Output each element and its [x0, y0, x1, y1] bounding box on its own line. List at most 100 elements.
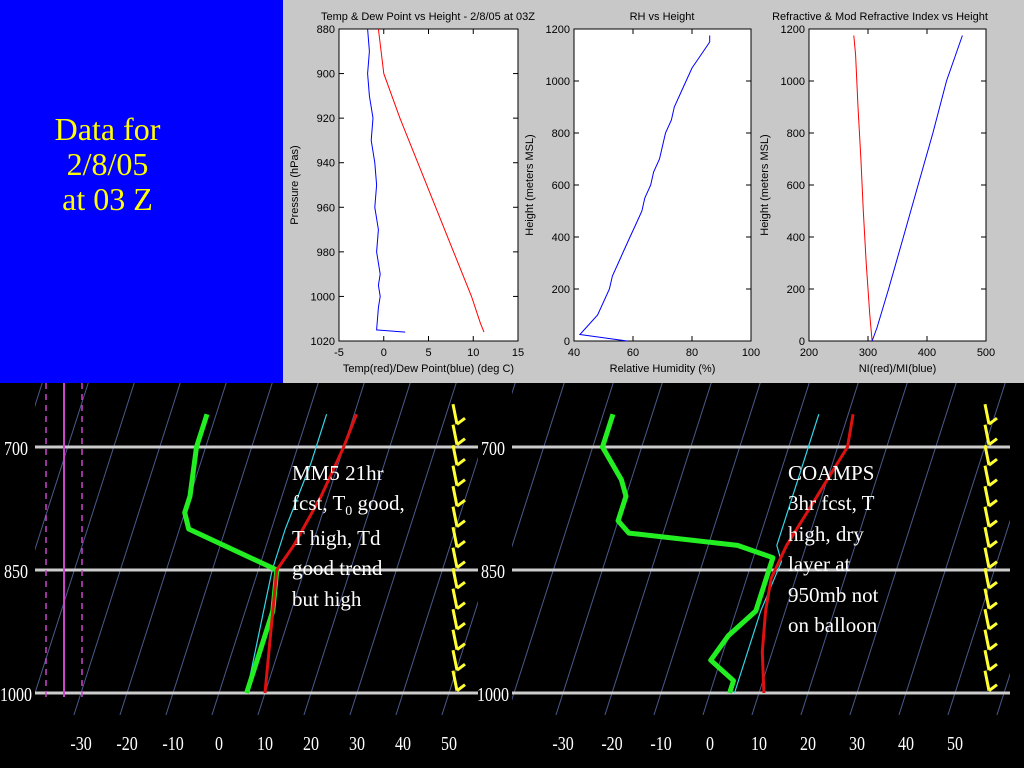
temperature-label: -10 — [650, 732, 671, 754]
isotherm-line — [35, 383, 43, 408]
y-tick-label: 920 — [317, 113, 335, 125]
wind-barb — [988, 499, 998, 508]
wind-barb — [983, 403, 991, 425]
x-tick-label: 10 — [467, 347, 479, 359]
sounding-line — [600, 413, 776, 694]
isotherm-line — [35, 383, 135, 695]
mm5-note-text: good, — [352, 491, 405, 516]
temperature-label: -20 — [116, 732, 137, 754]
wind-barb — [451, 506, 459, 527]
title-panel — [0, 0, 283, 383]
sounding-line — [182, 413, 280, 694]
y-tick-label: 960 — [317, 202, 335, 214]
temperature-label: -20 — [601, 732, 622, 754]
mm5-note-text: fcst, T — [292, 491, 346, 516]
wind-barb — [451, 465, 459, 486]
wind-barb — [988, 622, 998, 631]
y-axis-label: Pressure (hPas) — [289, 145, 301, 224]
wind-barb — [988, 458, 998, 467]
temperature-label: 30 — [349, 732, 365, 754]
sounding-line — [263, 413, 358, 694]
wind-barb — [983, 506, 991, 527]
y-tick-label: 1000 — [546, 76, 570, 88]
sounding-line — [760, 413, 855, 694]
wind-barb — [451, 608, 459, 630]
y-tick-label: 200 — [787, 284, 805, 296]
series-line — [853, 35, 873, 342]
wind-barb — [456, 417, 466, 426]
wind-barb — [983, 588, 991, 609]
mm5-note: MM5 21hr fcst, T0 good, T high, Td good … — [292, 458, 405, 614]
isotherm-line — [512, 383, 614, 701]
x-tick-label: 500 — [977, 347, 995, 359]
x-tick-label: 200 — [800, 347, 818, 359]
y-axis-label: Height (meters MSL) — [524, 134, 536, 235]
wind-barb — [983, 444, 991, 466]
wind-barb — [983, 424, 991, 445]
wind-barb — [983, 629, 991, 650]
wind-barb — [451, 485, 459, 507]
x-tick-label: 400 — [918, 347, 936, 359]
y-tick-label: 800 — [552, 128, 570, 140]
wind-barb — [983, 485, 991, 507]
temperature-label: 0 — [215, 732, 223, 754]
wind-barb — [456, 499, 466, 508]
temperature-label: 20 — [303, 732, 319, 754]
isotherm-line — [898, 383, 1006, 715]
slide-title-line: Data for — [54, 111, 161, 147]
wind-barb — [451, 670, 459, 691]
wind-barb — [456, 458, 466, 467]
isotherm-line — [947, 519, 1010, 715]
isotherm-line — [751, 383, 859, 715]
sounding-line — [246, 414, 328, 694]
y-tick-label: 900 — [317, 69, 335, 81]
series-line — [377, 28, 485, 333]
series-line — [578, 35, 711, 342]
y-tick-label: 600 — [787, 180, 805, 192]
x-tick-label: 0 — [381, 347, 387, 359]
temperature-label: 30 — [849, 732, 865, 754]
temperature-label: 10 — [257, 732, 273, 754]
temperature-label: -10 — [162, 732, 183, 754]
y-axis-label: Height (meters MSL) — [759, 134, 771, 235]
temperature-label: 20 — [800, 732, 816, 754]
y-tick-label: 1020 — [311, 336, 335, 348]
coamps-note-line: 3hr fcst, T — [788, 491, 875, 516]
temperature-label: 40 — [395, 732, 411, 754]
wind-barb — [988, 417, 998, 426]
mm5-note-line: good trend — [292, 556, 383, 581]
temperature-label: 50 — [947, 732, 963, 754]
coamps-note-line: high, dry — [788, 521, 864, 546]
isotherm-line — [441, 600, 478, 715]
plot-area — [338, 28, 519, 342]
pressure-label: 700 — [481, 437, 505, 459]
x-tick-label: 60 — [627, 347, 639, 359]
coamps-note-line: COAMPS — [788, 461, 875, 485]
wind-barb — [988, 478, 998, 487]
y-tick-label: 0 — [799, 336, 805, 348]
x-axis-label: NI(red)/MI(blue) — [859, 363, 937, 375]
plot-title: Refractive & Mod Refractive Index vs Hei… — [772, 11, 988, 23]
isotherm-line — [800, 383, 908, 715]
pressure-label: 1000 — [0, 683, 32, 705]
slide-title-line: at 03 Z — [62, 181, 153, 218]
isotherm-line — [512, 383, 565, 548]
isotherm-line — [73, 383, 181, 715]
pressure-label: 700 — [4, 437, 28, 459]
wind-barb — [451, 629, 459, 650]
mm5-note-line: MM5 21hr — [292, 461, 384, 485]
isotherm-line — [653, 383, 761, 715]
wind-barb — [456, 622, 466, 631]
isotherm-line — [604, 383, 712, 715]
wind-barb — [456, 581, 466, 590]
isotherm-line — [303, 383, 411, 715]
coamps-note: COAMPS 3hr fcst, T high, dry layer at 95… — [788, 458, 878, 641]
plot-area — [808, 28, 987, 342]
pressure-label: 850 — [4, 560, 28, 582]
y-tick-label: 1200 — [546, 24, 570, 36]
wind-barb — [451, 547, 459, 568]
plot-title: Temp & Dew Point vs Height - 2/8/05 at 0… — [321, 11, 535, 23]
isotherm-line — [35, 383, 89, 551]
wind-barb — [983, 567, 991, 589]
wind-barb — [988, 601, 998, 610]
